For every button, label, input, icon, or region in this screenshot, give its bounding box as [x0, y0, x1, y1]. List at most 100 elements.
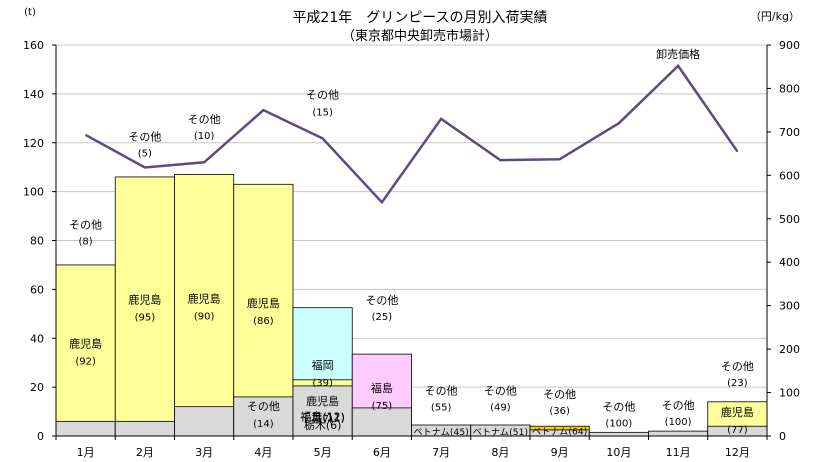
label-other-2: その他	[128, 130, 161, 143]
label-1-1: 鹿児島	[69, 336, 102, 350]
pct-1-1: (92)	[75, 356, 96, 367]
right-tick-label-300: 300	[779, 300, 800, 313]
label-6-1: 福島	[371, 381, 393, 395]
pct-12-1: (77)	[727, 425, 748, 436]
right-axis-ticks: 0 100 200 300 400 500 600 700 800 900	[767, 39, 800, 443]
x-axis-ticks: 1月 2月 3月 4月 5月 6月 7月 8月 9月 10月 11月 12月	[55, 436, 768, 459]
x-tick-label-12: 12月	[725, 446, 750, 459]
right-tick-label-100: 100	[779, 387, 800, 400]
label-other-9: その他	[543, 388, 576, 401]
pct-other-4: (14)	[253, 419, 274, 430]
label-other-8: その他	[484, 384, 517, 397]
pct-other-3: (10)	[194, 131, 215, 142]
pct-6-1: (75)	[372, 401, 393, 412]
x-tick-label-1: 1月	[77, 446, 95, 459]
pct-other-2: (5)	[138, 148, 152, 159]
bar-segment-1-1	[55, 264, 116, 437]
bar-segment-4-1	[233, 183, 294, 437]
price-point-9	[559, 158, 561, 160]
x-tick-label-7: 7月	[432, 446, 450, 459]
price-series-label: 卸売価格	[656, 47, 700, 61]
pct-other-7: (55)	[431, 402, 452, 413]
pct-other-8: (49)	[490, 402, 511, 413]
right-axis-unit: （円/kg）	[750, 10, 800, 23]
label-7-1: ベトナム(45)	[414, 427, 469, 438]
right-tick-label-0: 0	[779, 430, 786, 443]
price-point-5	[322, 137, 324, 139]
label-8-1: ベトナム(51)	[473, 427, 528, 438]
left-tick-label-0: 0	[37, 430, 44, 443]
price-point-11	[677, 65, 679, 67]
x-tick-label-10: 10月	[606, 446, 631, 459]
pct-3-1: (90)	[194, 311, 215, 322]
pct-4-1: (86)	[253, 316, 274, 327]
pct-other-10: (100)	[605, 418, 632, 429]
chart-subtitle: （東京都中央卸売市場計）	[342, 28, 498, 44]
bars	[55, 174, 768, 437]
label-other-7: その他	[425, 384, 458, 397]
right-tick-label-400: 400	[779, 256, 800, 269]
label-other-1: その他	[69, 218, 102, 231]
left-axis-unit: (t)	[24, 7, 36, 18]
x-tick-label-9: 9月	[551, 446, 569, 459]
bar-segment-3-1	[174, 174, 235, 437]
price-point-1	[85, 134, 87, 136]
price-point-7	[440, 118, 442, 120]
right-tick-label-900: 900	[779, 39, 800, 52]
label-5-2: 鹿児島	[306, 394, 339, 408]
label-other-12: その他	[721, 360, 754, 373]
left-tick-label-140: 140	[23, 88, 44, 101]
left-tick-label-40: 40	[30, 332, 44, 345]
label-other-4: その他	[247, 400, 280, 413]
label-12-1: 鹿児島	[721, 405, 754, 419]
bar-segment-5-6	[292, 385, 353, 437]
label-other-5: その他	[306, 89, 339, 102]
right-tick-label-500: 500	[779, 213, 800, 226]
price-point-10	[618, 122, 620, 124]
right-tick-label-600: 600	[779, 169, 800, 182]
x-tick-label-6: 6月	[373, 446, 391, 459]
label-5-3: 福島(12)	[300, 409, 345, 423]
price-point-2	[144, 167, 146, 169]
pct-other-11: (100)	[665, 417, 692, 428]
pct-2-1: (95)	[135, 312, 156, 323]
left-tick-label-20: 20	[30, 381, 44, 394]
price-point-6	[381, 201, 383, 203]
label-other-11: その他	[662, 399, 695, 412]
right-tick-label-200: 200	[779, 343, 800, 356]
price-point-4	[262, 109, 264, 111]
pct-other-6: (25)	[372, 312, 393, 323]
price-series-line	[85, 63, 739, 205]
price-point-3	[203, 161, 205, 163]
left-tick-label-100: 100	[23, 186, 44, 199]
bar-segment-3-2	[174, 406, 235, 437]
price-line: 卸売価格	[85, 47, 739, 205]
right-tick-label-700: 700	[779, 126, 800, 139]
bar-segment-2-1	[114, 176, 175, 437]
left-tick-label-80: 80	[30, 235, 44, 248]
bar-labels: 鹿児島 (92) その他 (8) 鹿児島 (95) その他 (5) 鹿児島 (90) その他 (10)…	[69, 89, 754, 439]
pct-5-2: (17)	[312, 414, 333, 425]
label-5-4: 千葉(11)	[300, 411, 345, 425]
label-other-3: その他	[188, 113, 221, 126]
x-tick-label-2: 2月	[136, 446, 154, 459]
label-4-1: 鹿児島	[247, 296, 280, 310]
pct-5-1: (39)	[312, 378, 333, 389]
label-other-10: その他	[602, 400, 635, 413]
left-tick-label-120: 120	[23, 137, 44, 150]
bar-segment-6-2	[351, 407, 412, 437]
x-tick-label-11: 11月	[666, 446, 691, 459]
bar-segment-11-1	[648, 430, 709, 437]
bar-segment-1-2	[55, 420, 116, 437]
x-tick-label-4: 4月	[254, 446, 272, 459]
x-tick-label-3: 3月	[195, 446, 213, 459]
left-tick-label-60: 60	[30, 283, 44, 296]
price-point-8	[499, 159, 501, 161]
label-5-1: 福岡	[312, 358, 334, 372]
bar-segment-2-2	[114, 420, 175, 437]
label-other-6: その他	[365, 294, 398, 307]
bar-segment-10-1	[588, 431, 649, 437]
chart-title: 平成21年 グリンピースの月別入荷実績	[292, 10, 547, 26]
pct-other-9: (36)	[549, 406, 570, 417]
